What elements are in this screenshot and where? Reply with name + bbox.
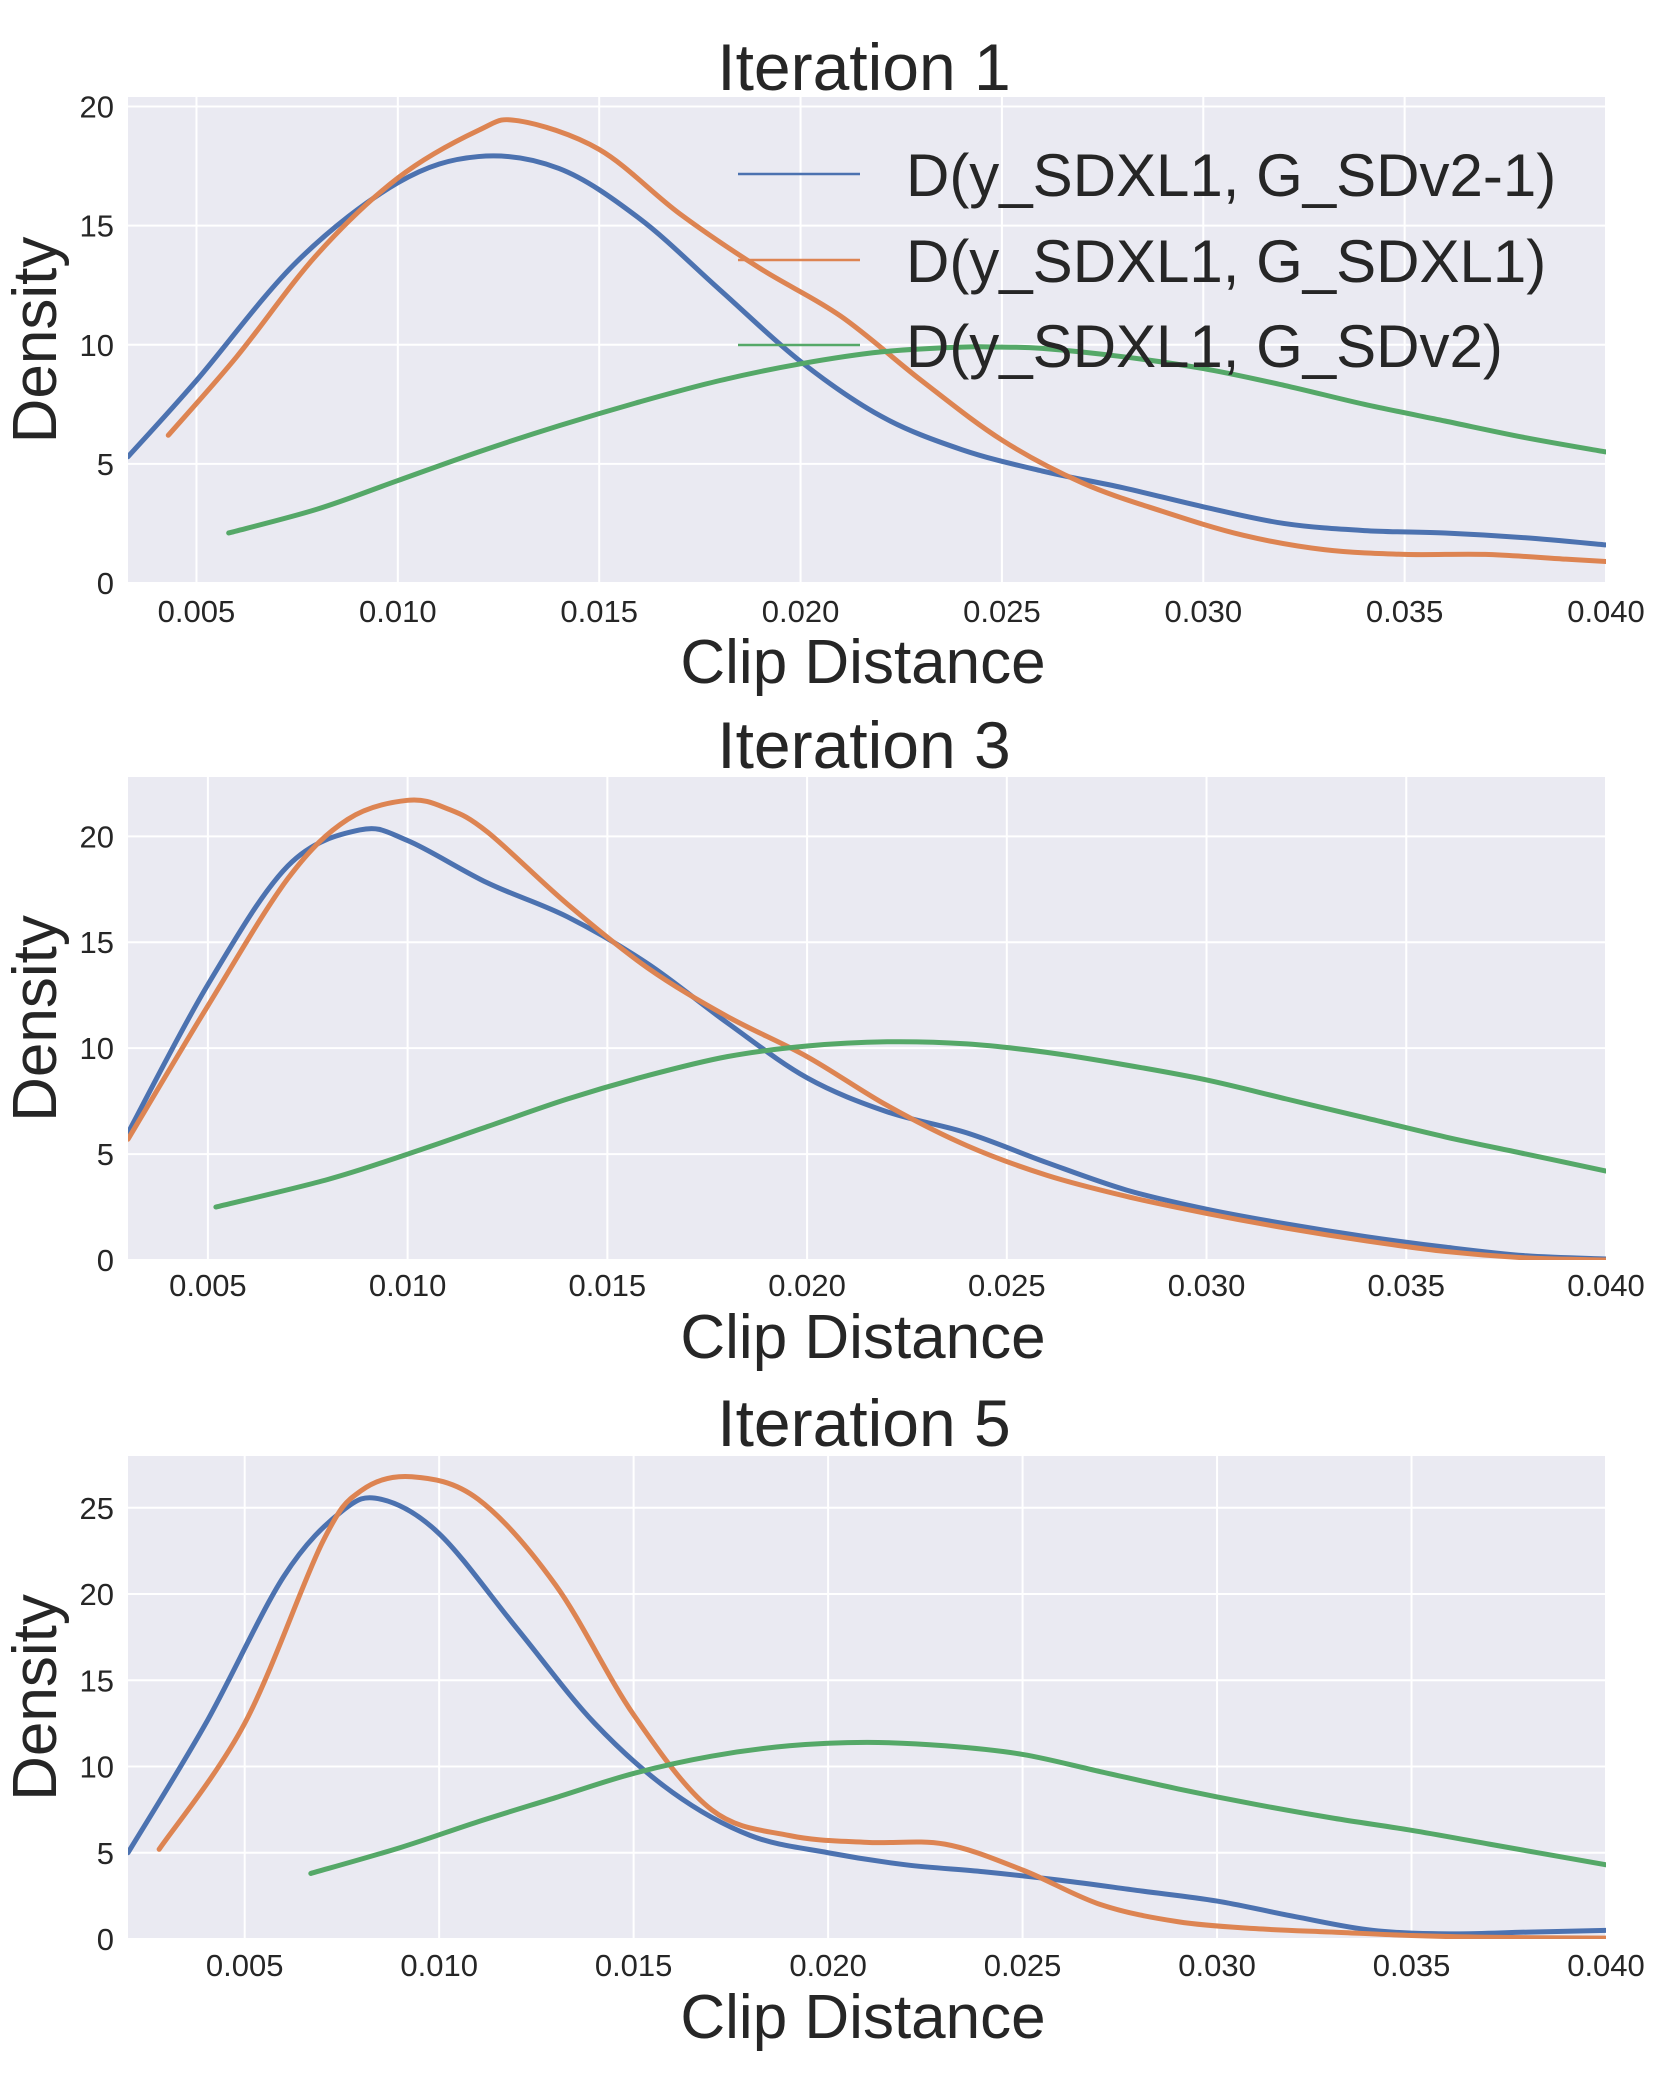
y-tick-label: 5 [97,1137,114,1172]
x-axis-label: Clip Distance [680,1983,1045,2052]
x-tick-label: 0.030 [1168,1268,1246,1303]
series-line-3 [226,344,1606,536]
x-tick-label: 0.030 [1178,1948,1256,1983]
y-tick-label: 15 [80,209,114,244]
plot-area [128,97,1606,583]
x-tick-label: 0.005 [169,1268,247,1303]
y-tick-label: 0 [97,566,114,601]
y-tick-label: 10 [80,1750,114,1785]
y-tick-label: 15 [80,925,114,960]
x-tick-label: 0.020 [789,1948,867,1983]
legend: D(y_SDXL1, G_SDv2-1) D(y_SDXL1, G_SDXL1) D… [738,142,1556,380]
y-tick-label: 20 [80,1577,114,1612]
chart-title: Iteration 3 [717,708,1011,782]
series-line-2 [165,117,1606,565]
series-line-3 [213,1039,1606,1210]
y-tick-label: 10 [80,1031,114,1066]
x-tick-label: 0.005 [158,594,236,629]
chart-panel-3: 0.005 0.010 0.015 0.020 0.025 0.030 0.035 0.040… [1,1386,1645,2052]
x-tick-label: 0.025 [963,594,1041,629]
series-line-3 [308,1739,1606,1876]
x-tick-label: 0.010 [369,1268,447,1303]
plot-area [128,1456,1606,1939]
y-tick-label: 0 [97,1243,114,1278]
x-tick-label: 0.025 [968,1268,1046,1303]
x-tick-label: 0.020 [768,1268,846,1303]
series-line-2 [156,1473,1606,1939]
y-tick-label: 20 [80,90,114,125]
legend-label-3: D(y_SDXL1, G_SDv2) [906,313,1503,380]
series-group [128,117,1606,565]
y-tick-label: 5 [97,447,114,482]
y-axis-label: Density [1,915,70,1122]
x-tick-label: 0.040 [1567,1948,1645,1983]
x-axis-label: Clip Distance [680,1303,1045,1372]
x-tick-label: 0.035 [1366,594,1444,629]
legend-label-1: D(y_SDXL1, G_SDv2-1) [906,142,1556,209]
chart-panel-1: 0.005 0.010 0.015 0.020 0.025 0.030 0.035 0.040… [1,30,1645,697]
y-axis-label: Density [1,1594,70,1801]
chart-title: Iteration 5 [717,1386,1011,1460]
y-tick-label: 0 [97,1922,114,1957]
chart-title: Iteration 1 [717,30,1011,104]
x-tick-label: 0.005 [206,1948,284,1983]
legend-label-2: D(y_SDXL1, G_SDXL1) [906,228,1546,295]
y-tick-label: 25 [80,1491,114,1526]
x-tick-label: 0.025 [984,1948,1062,1983]
x-tick-label: 0.035 [1367,1268,1445,1303]
y-tick-label: 10 [80,328,114,363]
y-tick-label: 5 [97,1836,114,1871]
plot-area [128,777,1606,1260]
x-tick-label: 0.040 [1567,1268,1645,1303]
x-tick-label: 0.015 [560,594,638,629]
series-line-1 [128,826,1606,1260]
x-tick-label: 0.040 [1567,594,1645,629]
x-tick-label: 0.015 [569,1268,647,1303]
chart-panel-2: 0.005 0.010 0.015 0.020 0.025 0.030 0.035 0.040… [1,708,1645,1372]
x-tick-label: 0.020 [762,594,840,629]
series-group [128,1473,1606,1939]
series-group [128,797,1606,1260]
x-tick-label: 0.010 [400,1948,478,1983]
x-axis-label: Clip Distance [680,628,1045,697]
y-tick-label: 20 [80,819,114,854]
x-tick-label: 0.030 [1164,594,1242,629]
x-tick-label: 0.015 [595,1948,673,1983]
y-tick-label: 15 [80,1663,114,1698]
x-tick-label: 0.035 [1373,1948,1451,1983]
x-tick-label: 0.010 [359,594,437,629]
y-axis-label: Density [1,237,70,444]
